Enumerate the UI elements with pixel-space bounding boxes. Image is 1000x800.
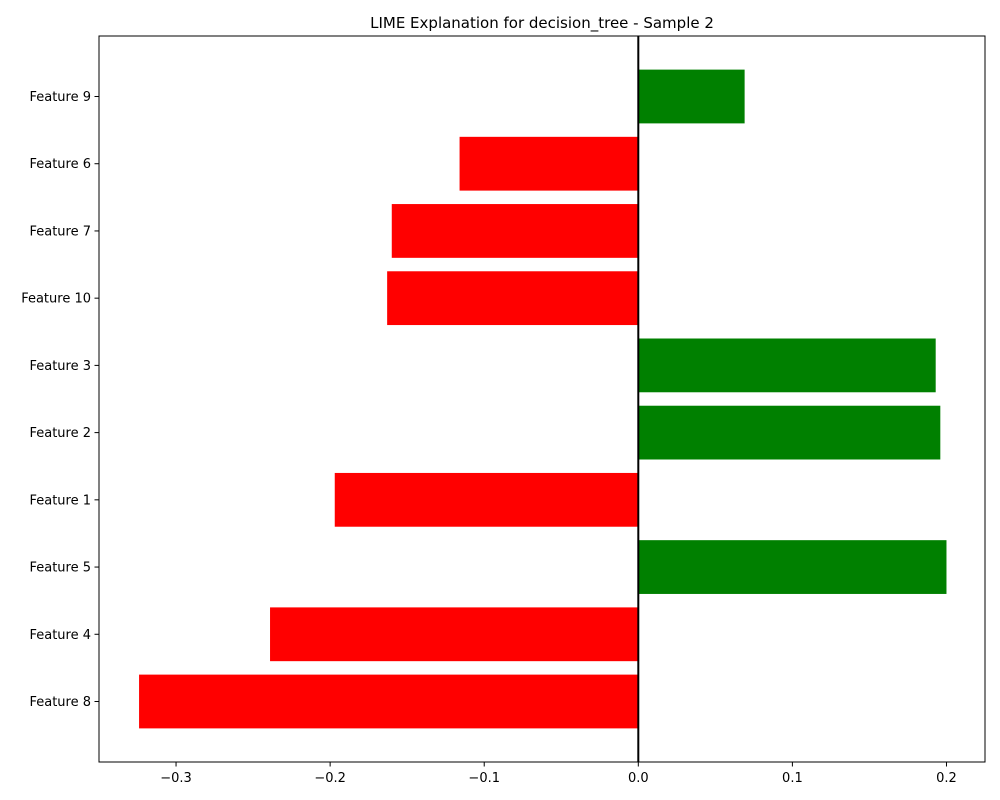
y-tick-label: Feature 7 [29, 224, 91, 239]
x-tick-label: −0.2 [314, 771, 346, 786]
x-axis-ticks: −0.3 −0.2 −0.1 0.0 0.1 0.2 [160, 762, 957, 786]
bar-feature-2 [638, 405, 941, 460]
x-tick-label: 0.2 [936, 771, 957, 786]
y-tick-label: Feature 9 [29, 90, 91, 105]
y-tick-label: Feature 3 [29, 359, 91, 374]
bar-feature-6 [459, 136, 639, 191]
y-tick-label: Feature 1 [29, 493, 91, 508]
bar-feature-3 [638, 338, 936, 393]
x-tick-label: −0.1 [468, 771, 500, 786]
y-tick-label: Feature 2 [29, 426, 91, 441]
bar-feature-7 [391, 204, 639, 258]
bar-feature-8 [139, 674, 639, 729]
y-tick-label: Feature 5 [29, 561, 91, 576]
x-tick-label: −0.3 [160, 771, 192, 786]
x-tick-label: 0.1 [782, 771, 803, 786]
y-tick-label: Feature 8 [29, 695, 91, 710]
bar-feature-1 [334, 472, 639, 527]
chart-title: LIME Explanation for decision_tree - Sam… [370, 14, 714, 33]
bar-feature-9 [638, 69, 745, 124]
y-tick-label: Feature 6 [29, 157, 91, 172]
plot-frame [98, 35, 986, 763]
y-axis-ticks: Feature 8 Feature 4 Feature 5 Feature 1 Feat… [21, 90, 99, 710]
bar-feature-5 [638, 540, 947, 594]
y-tick-label: Feature 4 [29, 628, 91, 643]
x-tick-label: 0.0 [628, 771, 649, 786]
bars-group [139, 69, 947, 729]
bar-feature-4 [270, 607, 639, 662]
bar-feature-10 [387, 271, 639, 326]
y-tick-label: Feature 10 [21, 292, 91, 307]
